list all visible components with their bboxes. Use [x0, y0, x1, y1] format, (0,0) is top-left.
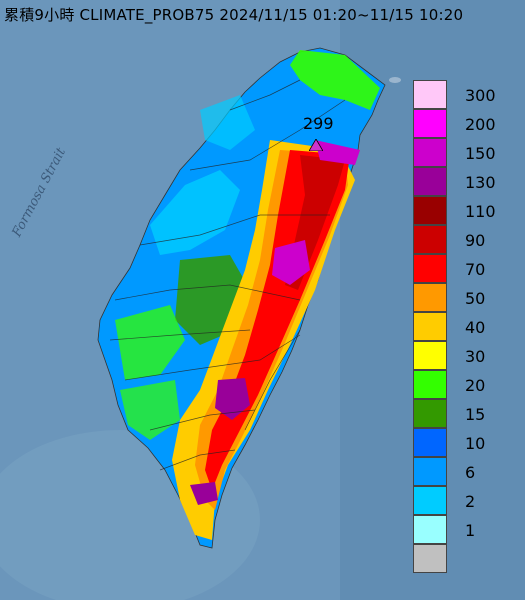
- legend-label: 50: [465, 289, 486, 308]
- rain-zone-150-north: [315, 140, 360, 165]
- legend-swatch: [413, 167, 447, 196]
- rain-zone-130-tip: [190, 482, 218, 505]
- legend-swatch: [413, 109, 447, 138]
- legend-swatch: [413, 341, 447, 370]
- legend-label: 200: [465, 115, 496, 134]
- legend-swatch: [413, 312, 447, 341]
- legend-swatch: [413, 515, 447, 544]
- legend-swatch: [413, 283, 447, 312]
- legend-swatch: [413, 254, 447, 283]
- legend-label: 30: [465, 347, 486, 366]
- legend-swatch: [413, 138, 447, 167]
- rain-zone-20-north: [290, 50, 380, 110]
- legend-label: 40: [465, 318, 486, 337]
- islet: [389, 77, 401, 83]
- county-boundaries: [109, 79, 346, 471]
- legend-swatch: [413, 457, 447, 486]
- max-rainfall-marker-icon: [309, 139, 323, 151]
- legend-label: 130: [465, 173, 496, 192]
- rain-zone-2: [150, 170, 240, 255]
- rain-zone-150-central: [272, 240, 310, 285]
- legend-label: 15: [465, 405, 486, 424]
- legend-swatch: [413, 399, 447, 428]
- rain-zone-130-south: [215, 378, 250, 420]
- legend-label: 10: [465, 434, 486, 453]
- legend-label: 70: [465, 260, 486, 279]
- legend-swatch: [413, 370, 447, 399]
- rain-zone-2b: [200, 95, 255, 150]
- legend-label: 150: [465, 144, 496, 163]
- legend-swatch: [413, 428, 447, 457]
- rain-zone-20-sw: [120, 380, 180, 440]
- legend-label: 1: [465, 521, 476, 540]
- legend-label: 300: [465, 86, 496, 105]
- map-title: 累積9小時 CLIMATE_PROB75 2024/11/15 01:20~11…: [4, 6, 464, 24]
- legend-label: 2: [465, 492, 476, 511]
- legend-swatch: [413, 486, 447, 515]
- legend-swatch: [413, 225, 447, 254]
- max-rainfall-label: 299: [303, 114, 334, 133]
- legend-label: 110: [465, 202, 496, 221]
- rain-zone-20-west: [115, 305, 185, 380]
- legend-label: 20: [465, 376, 486, 395]
- legend-swatch: [413, 196, 447, 225]
- legend-label: 6: [465, 463, 476, 482]
- legend-swatch: [413, 80, 447, 109]
- legend-swatch: [413, 544, 447, 573]
- legend-label: 90: [465, 231, 486, 250]
